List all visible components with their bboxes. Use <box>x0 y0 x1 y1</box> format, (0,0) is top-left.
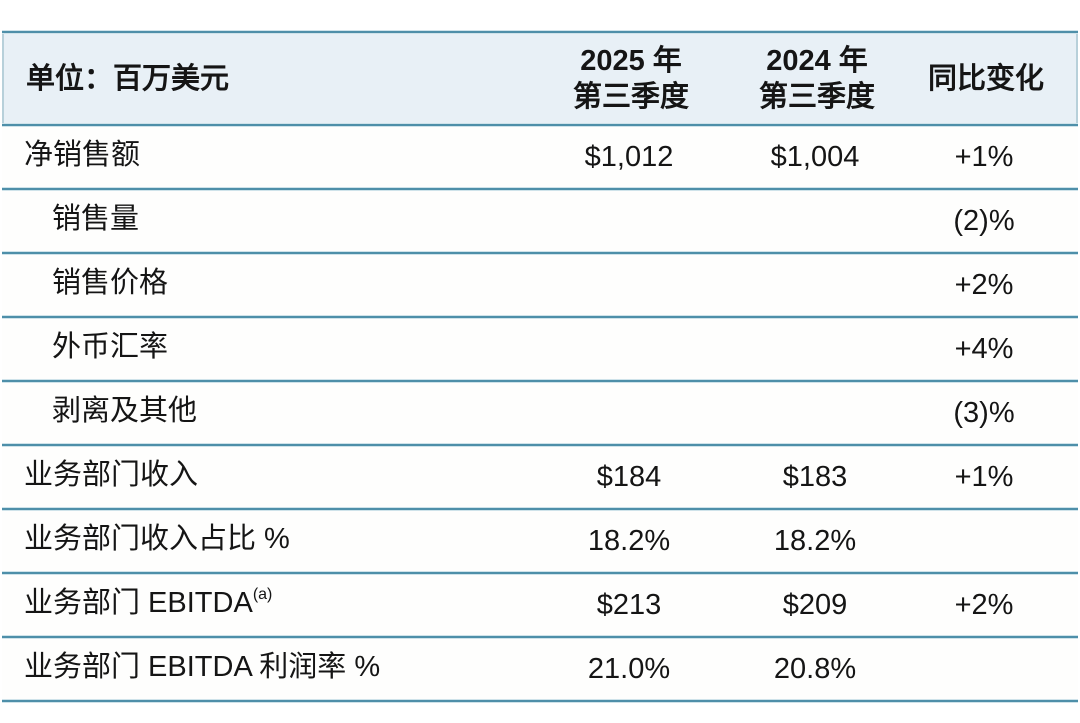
row-label-text: 业务部门 EBITDA <box>24 586 253 619</box>
value-2024: 18.2% <box>773 525 857 557</box>
row-divider <box>2 443 1078 447</box>
value-yoy: +2% <box>954 269 1014 301</box>
row-segment-income-pct: 业务部门收入占比 % 18.2% 18.2% <box>2 511 1078 571</box>
value-yoy: +4% <box>954 333 1014 365</box>
value-2024: $209 <box>782 589 848 621</box>
col-header-2024-q3: 2024 年 第三季度 <box>758 44 875 113</box>
footnote-marker: (a) <box>252 585 273 603</box>
row-label-text: 业务部门 EBITDA 利润率 % <box>24 650 381 683</box>
row-divider <box>2 379 1078 383</box>
value-yoy: +2% <box>954 589 1014 621</box>
value-yoy: (3)% <box>953 397 1015 429</box>
value-2025: $213 <box>596 589 662 621</box>
row-label-text: 销售量 <box>52 202 140 235</box>
row-divestitures-other: 剥离及其他 (3)% <box>2 383 1078 443</box>
row-divider <box>2 571 1078 575</box>
row-foreign-exchange: 外币汇率 +4% <box>2 319 1078 379</box>
row-label-text: 净销售额 <box>24 138 141 171</box>
row-label: 业务部门 EBITDA 利润率 % <box>2 649 518 690</box>
row-label: 业务部门 EBITDA(a) <box>2 585 518 626</box>
row-label-text: 业务部门收入 <box>24 458 199 491</box>
row-segment-income: 业务部门收入 $184 $183 +1% <box>2 447 1078 507</box>
value-2025: 21.0% <box>587 653 671 685</box>
col-header-yoy-change: 同比变化 <box>927 62 1044 95</box>
row-divider <box>2 187 1078 191</box>
value-2024: $1,004 <box>770 141 860 173</box>
row-sales-volume: 销售量 (2)% <box>2 191 1078 251</box>
row-label: 业务部门收入占比 % <box>2 521 518 562</box>
row-net-sales: 净销售额 $1,012 $1,004 +1% <box>2 127 1078 187</box>
row-divider <box>2 507 1078 511</box>
value-2025: 18.2% <box>587 525 671 557</box>
row-sales-price: 销售价格 +2% <box>2 255 1078 315</box>
value-yoy: +1% <box>954 461 1014 493</box>
row-divider <box>2 251 1078 255</box>
row-divider <box>2 123 1078 127</box>
unit-label: 单位：百万美元 <box>26 62 230 95</box>
value-2024: 20.8% <box>773 653 857 685</box>
row-label: 剥离及其他 <box>2 393 518 434</box>
row-label: 净销售额 <box>2 137 518 178</box>
row-divider <box>2 635 1078 639</box>
row-label-text: 剥离及其他 <box>52 394 198 427</box>
value-yoy: (2)% <box>953 205 1015 237</box>
financial-results-table: 单位：百万美元 2025 年 第三季度 2024 年 第三季度 同比变化 净销售… <box>2 30 1078 703</box>
row-label: 销售价格 <box>2 265 518 306</box>
value-2025: $1,012 <box>584 141 674 173</box>
row-label-text: 业务部门收入占比 % <box>24 522 290 555</box>
row-label-text: 外币汇率 <box>52 330 169 363</box>
row-label-text: 销售价格 <box>52 266 169 299</box>
row-label: 外币汇率 <box>2 329 518 370</box>
col-header-2025-q3: 2025 年 第三季度 <box>572 44 689 113</box>
row-segment-ebitda: 业务部门 EBITDA(a) $213 $209 +2% <box>2 575 1078 635</box>
table-top-border <box>2 30 1078 34</box>
value-2025: $184 <box>596 461 662 493</box>
value-2024: $183 <box>782 461 848 493</box>
table-bottom-border <box>2 699 1078 703</box>
value-yoy: +1% <box>954 141 1014 173</box>
row-label: 业务部门收入 <box>2 457 518 498</box>
row-divider <box>2 315 1078 319</box>
table-header: 单位：百万美元 2025 年 第三季度 2024 年 第三季度 同比变化 <box>2 34 1078 123</box>
row-segment-ebitda-margin: 业务部门 EBITDA 利润率 % 21.0% 20.8% <box>2 639 1078 699</box>
row-label: 销售量 <box>2 201 518 242</box>
